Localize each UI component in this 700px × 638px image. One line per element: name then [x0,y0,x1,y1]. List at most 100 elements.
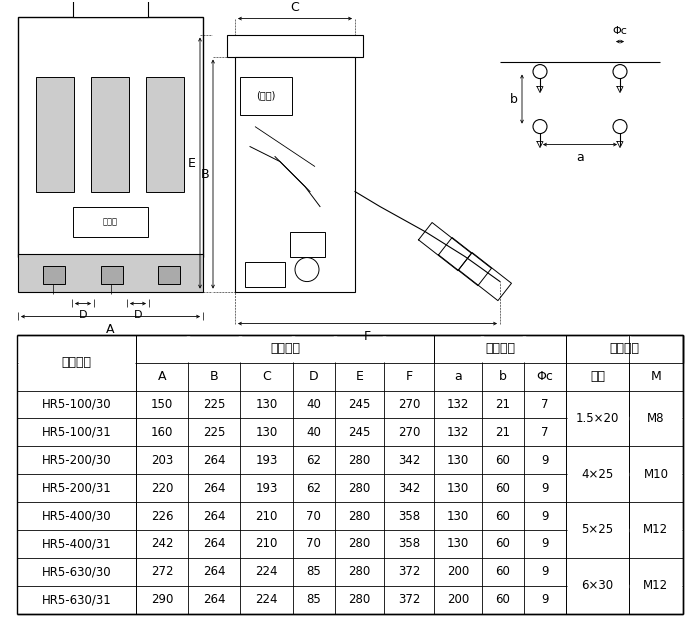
Text: 9: 9 [541,537,549,551]
Text: 225: 225 [203,398,225,411]
Text: HR5-630/31: HR5-630/31 [42,593,111,606]
Text: D: D [309,370,318,383]
Text: 60: 60 [496,565,510,578]
Text: 5×25: 5×25 [582,523,614,537]
Text: 130: 130 [256,398,278,411]
Text: 342: 342 [398,454,421,467]
Text: 220: 220 [151,482,174,494]
Text: Φc: Φc [612,26,627,36]
Bar [290,232,325,256]
Text: a: a [454,370,462,383]
Text: 21: 21 [496,398,510,411]
Bar [36,77,74,191]
Text: 62: 62 [306,454,321,467]
Text: (铭牌): (铭牌) [256,91,276,101]
Text: 280: 280 [349,482,371,494]
Text: 225: 225 [203,426,225,439]
Text: 21: 21 [496,426,510,439]
Text: 85: 85 [306,593,321,606]
Text: M12: M12 [643,523,668,537]
Text: 1.5×20: 1.5×20 [576,412,620,425]
Text: 358: 358 [398,537,421,551]
Text: 产品型号: 产品型号 [62,356,92,369]
Text: 280: 280 [349,593,371,606]
Text: HR5-200/30: HR5-200/30 [42,454,111,467]
Text: 截面: 截面 [590,370,605,383]
Text: 160: 160 [151,426,174,439]
Text: 9: 9 [541,482,549,494]
Text: 280: 280 [349,537,371,551]
Text: 270: 270 [398,398,421,411]
Text: 7: 7 [541,426,549,439]
Text: M8: M8 [647,412,664,425]
Text: 9: 9 [541,565,549,578]
Text: 60: 60 [496,510,510,523]
Text: 264: 264 [203,510,225,523]
Text: E: E [188,156,196,170]
Text: 280: 280 [349,510,371,523]
Text: b: b [499,370,507,383]
Bar [18,17,203,256]
Text: 130: 130 [256,426,278,439]
Bar [158,265,180,283]
Bar [101,265,123,283]
Text: 200: 200 [447,593,469,606]
Text: HR5-100/31: HR5-100/31 [42,426,111,439]
Text: 9: 9 [541,593,549,606]
Text: 290: 290 [151,593,174,606]
Text: Φc: Φc [537,370,554,383]
Text: M12: M12 [643,579,668,592]
Text: 标示柜: 标示柜 [102,217,118,226]
Bar [73,0,148,17]
Text: HR5-630/30: HR5-630/30 [42,565,111,578]
Text: F: F [406,370,413,383]
Text: F: F [364,330,371,343]
Text: D: D [78,309,88,320]
Bar [73,207,148,237]
Text: 40: 40 [306,426,321,439]
Text: C: C [290,1,300,13]
Text: 264: 264 [203,593,225,606]
Text: 安装尺寸: 安装尺寸 [485,342,515,355]
Text: 9: 9 [541,510,549,523]
Text: HR5-400/31: HR5-400/31 [42,537,111,551]
Text: 60: 60 [496,537,510,551]
Text: 150: 150 [151,398,174,411]
Text: 70: 70 [306,537,321,551]
Bar [146,77,184,191]
Text: 280: 280 [349,454,371,467]
Text: 242: 242 [151,537,174,551]
Text: 60: 60 [496,454,510,467]
Text: 245: 245 [349,426,371,439]
Text: C: C [262,370,271,383]
Bar [240,77,292,115]
Text: HR5-200/31: HR5-200/31 [42,482,111,494]
Text: 4×25: 4×25 [582,468,614,480]
Text: 40: 40 [306,398,321,411]
Text: b: b [510,93,518,105]
Bar [235,57,355,292]
Text: 264: 264 [203,454,225,467]
Text: M: M [650,370,662,383]
Bar [43,265,65,283]
Text: 210: 210 [256,510,278,523]
Text: 193: 193 [256,454,278,467]
Text: 132: 132 [447,398,469,411]
Bar [91,77,129,191]
Text: 85: 85 [306,565,321,578]
Text: a: a [576,151,584,163]
Text: 130: 130 [447,482,469,494]
Text: A: A [106,323,115,336]
Text: 264: 264 [203,537,225,551]
Text: 224: 224 [256,593,278,606]
Text: 130: 130 [447,510,469,523]
Text: 280: 280 [349,565,371,578]
Text: 6×30: 6×30 [582,579,614,592]
Text: 224: 224 [256,565,278,578]
Text: D: D [134,309,142,320]
Text: E: E [356,370,363,383]
Text: 264: 264 [203,565,225,578]
Text: 272: 272 [151,565,174,578]
Text: 9: 9 [541,454,549,467]
Text: B: B [210,370,218,383]
